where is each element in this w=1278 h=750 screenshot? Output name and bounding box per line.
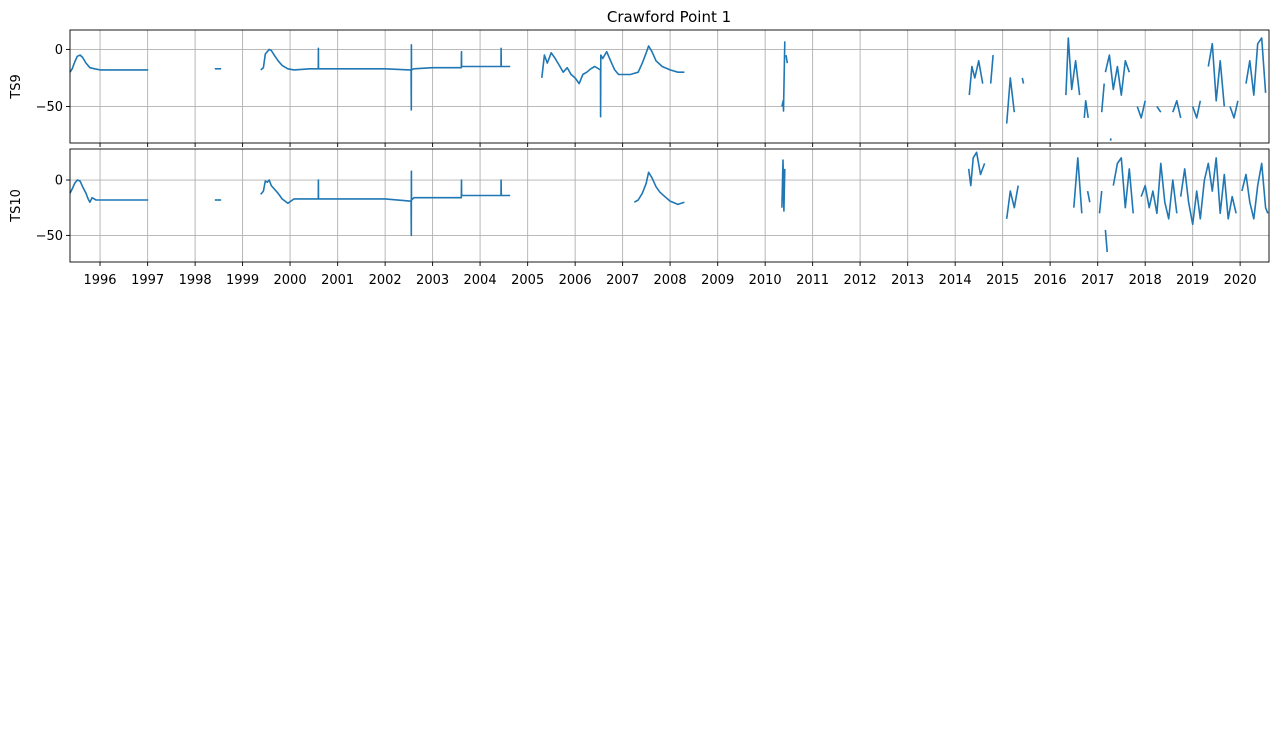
- x-tick-label: 2019: [1176, 273, 1209, 288]
- x-tick-label: 1996: [83, 273, 116, 288]
- x-tick-label: 2012: [844, 273, 877, 288]
- series-line-segment: [967, 151, 986, 187]
- x-tick-label: 2001: [321, 273, 354, 288]
- series-line-segment: [69, 179, 149, 203]
- series-line-segment: [1083, 100, 1089, 119]
- x-tick-label: 2017: [1081, 273, 1114, 288]
- y-tick-label: −50: [36, 229, 63, 244]
- grid-ts10: [70, 149, 1269, 262]
- series-line-segment: [1005, 185, 1019, 219]
- x-tick-label: 2009: [701, 273, 734, 288]
- series-line-segment: [1229, 100, 1239, 119]
- series-line-segment: [989, 55, 994, 84]
- series-line-segment: [1100, 83, 1105, 113]
- series-ts9: [69, 37, 1267, 141]
- x-tick-label: 2013: [891, 273, 924, 288]
- series-line-segment: [1073, 157, 1083, 214]
- series-line-segment: [1191, 100, 1202, 119]
- y-axis-ts9: 0 −50: [36, 43, 70, 115]
- x-tick-label: 2004: [464, 273, 497, 288]
- x-tick-label: 2000: [274, 273, 307, 288]
- series-line-segment: [260, 170, 511, 237]
- y-tick-label: 0: [55, 43, 63, 58]
- series-line-segment: [1112, 157, 1134, 214]
- series-line-segment: [1086, 190, 1091, 203]
- chart-title: Crawford Point 1: [607, 8, 731, 26]
- x-tick-label: 2002: [369, 273, 402, 288]
- axes-frame-ts9: [69, 29, 1270, 144]
- y-axis-label-ts9: TS9: [9, 74, 24, 99]
- x-ticks-ts10: [99, 262, 1241, 266]
- x-tick-label: 2016: [1034, 273, 1067, 288]
- y-tick-label: 0: [55, 174, 63, 189]
- x-tick-label: 1997: [131, 273, 164, 288]
- series-line-segment: [1156, 106, 1162, 113]
- series-line-segment: [541, 45, 685, 118]
- y-axis-ts10: 0 −50: [36, 174, 70, 244]
- x-tick-label: 2003: [416, 273, 449, 288]
- series-line-segment: [1065, 37, 1081, 96]
- x-tick-label: 2014: [939, 273, 972, 288]
- x-ticks-ts9: [99, 143, 1241, 147]
- panel-ts9: 0 −50 TS9: [9, 29, 1270, 147]
- series-line-segment: [1172, 100, 1182, 119]
- x-axis-tick-labels: 1996 1997 1998 1999 2000 2001 2002 2003 2004 2005…: [83, 273, 1256, 288]
- x-tick-label: 2007: [606, 273, 639, 288]
- series-line-segment: [781, 41, 786, 112]
- grid-ts9: [70, 30, 1269, 143]
- series-line-segment: [1021, 77, 1025, 84]
- x-tick-label: 2015: [986, 273, 1019, 288]
- series-line-segment: [781, 159, 786, 212]
- x-tick-label: 2018: [1129, 273, 1162, 288]
- x-tick-label: 1999: [226, 273, 259, 288]
- x-tick-label: 2005: [511, 273, 544, 288]
- series-line-segment: [633, 171, 685, 206]
- y-axis-label-ts10: TS10: [9, 189, 24, 223]
- series-ts10: [69, 151, 1269, 253]
- series-line-segment: [1104, 229, 1108, 253]
- x-tick-label: 2020: [1224, 273, 1257, 288]
- series-line-segment: [260, 43, 511, 111]
- x-tick-label: 2011: [796, 273, 829, 288]
- series-line-segment: [1179, 157, 1237, 226]
- series-line-segment: [785, 54, 789, 64]
- series-line-segment: [1005, 77, 1016, 124]
- x-tick-label: 2006: [559, 273, 592, 288]
- series-line-segment: [1098, 191, 1103, 214]
- series-line-segment: [1136, 100, 1146, 119]
- series-line-segment: [968, 59, 984, 96]
- x-tick-label: 1998: [179, 273, 212, 288]
- axes-frame-ts10: [69, 148, 1270, 263]
- series-line-segment: [1241, 162, 1269, 220]
- series-line-segment: [1140, 162, 1178, 220]
- x-tick-label: 2010: [749, 273, 782, 288]
- x-tick-label: 2008: [654, 273, 687, 288]
- series-line-segment: [69, 54, 149, 73]
- series-line-segment: [1104, 54, 1131, 96]
- panel-ts10: 0 −50 TS10: [9, 148, 1270, 266]
- series-line-segment: [1245, 37, 1267, 96]
- y-tick-label: −50: [36, 100, 63, 115]
- series-line-segment: [1207, 42, 1226, 107]
